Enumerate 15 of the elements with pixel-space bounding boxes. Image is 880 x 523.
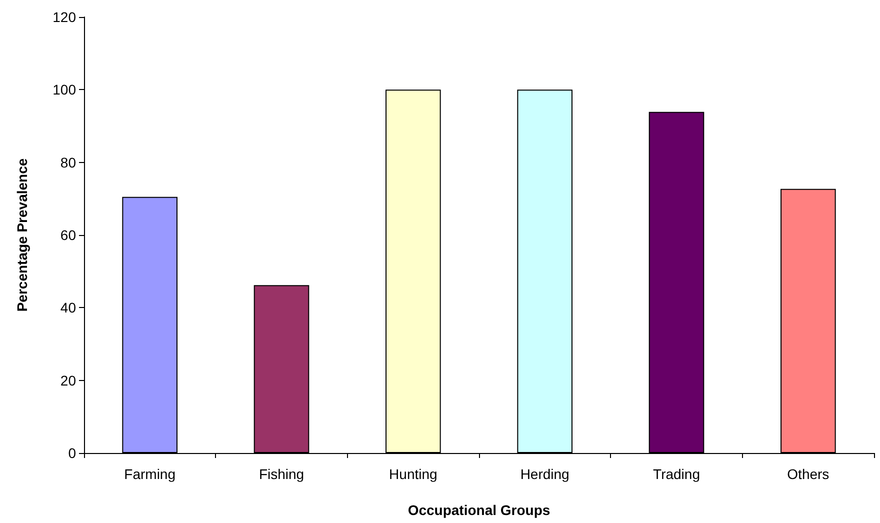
y-tick-label: 20 xyxy=(60,372,76,388)
y-axis-title: Percentage Prevalence xyxy=(14,158,30,312)
x-axis-title: Occupational Groups xyxy=(408,502,550,518)
y-tick-label: 80 xyxy=(60,154,76,170)
y-tick-label: 60 xyxy=(60,227,76,243)
x-tick-label: Fishing xyxy=(258,466,304,482)
x-tick-label: Herding xyxy=(520,466,570,482)
y-tick-label: 40 xyxy=(60,300,76,316)
x-tick-label: Others xyxy=(787,466,830,482)
x-tick-label: Trading xyxy=(653,466,700,482)
x-tick-label: Hunting xyxy=(389,466,438,482)
y-tick-label: 120 xyxy=(52,9,76,25)
x-tick-label: Farming xyxy=(124,466,176,482)
y-tick-label: 0 xyxy=(68,445,76,461)
y-tick-label: 100 xyxy=(52,82,76,98)
